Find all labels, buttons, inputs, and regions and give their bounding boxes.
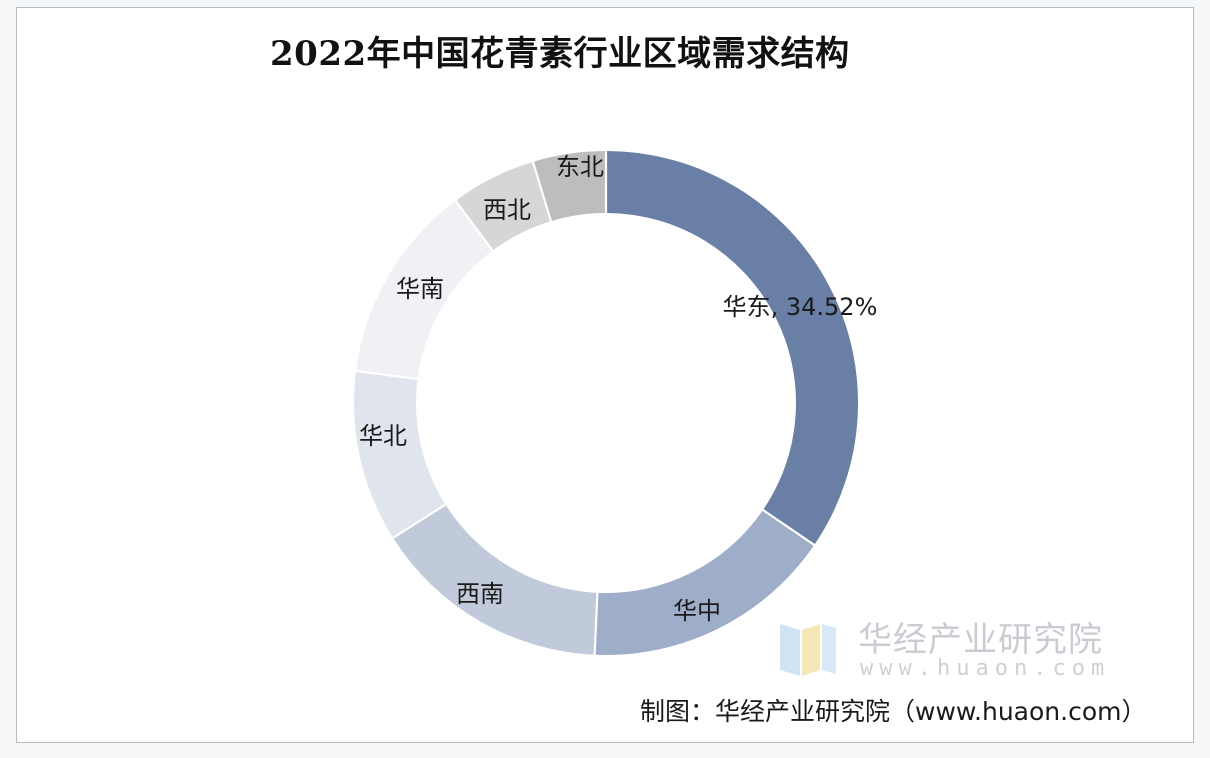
watermark: 华经产业研究院 www.huaon.com xyxy=(778,612,1158,684)
donut-slices xyxy=(354,151,858,656)
slice-label-西北: 西北 xyxy=(483,196,531,224)
slice-label-华南: 华南 xyxy=(396,275,444,303)
slice-华南 xyxy=(356,201,492,378)
slice-华东 xyxy=(607,151,858,544)
watermark-url: www.huaon.com xyxy=(860,656,1111,681)
huajing-logo-icon xyxy=(780,624,836,676)
slice-华中 xyxy=(595,510,814,656)
slice-label-华北: 华北 xyxy=(359,422,407,450)
slice-东北 xyxy=(534,151,605,221)
slice-label-华中: 华中 xyxy=(673,597,721,625)
slice-label-西南: 西南 xyxy=(456,580,504,608)
chart-title: 2022年中国花青素行业区域需求结构 xyxy=(270,34,850,74)
slice-西北 xyxy=(456,162,550,250)
watermark-name: 华经产业研究院 xyxy=(858,620,1103,660)
slice-西南 xyxy=(393,505,597,655)
slice-label-东北: 东北 xyxy=(556,153,604,181)
slice-label-华东: 华东, 34.52% xyxy=(723,293,878,321)
source-note: 制图：华经产业研究院（www.huaon.com） xyxy=(640,697,1147,726)
slice-华北 xyxy=(354,372,445,537)
